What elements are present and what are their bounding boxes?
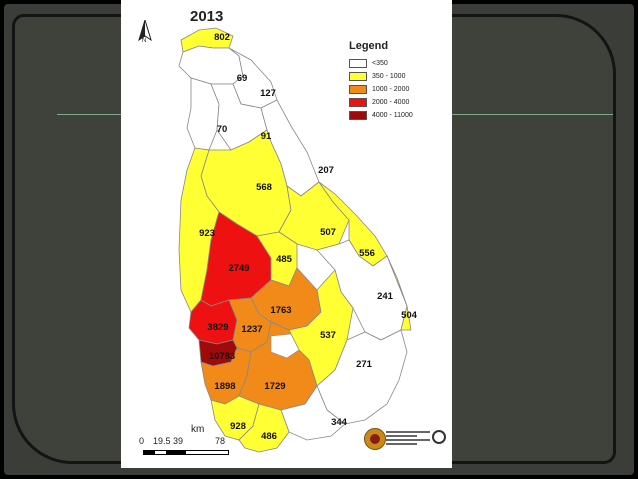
district-value-anuradhapura: 568 (256, 182, 272, 193)
district-map: 802 69 127 70 91 207 568 923 507 556 2749 485 241 504… (178, 27, 418, 453)
legend-item: 4000 - 11000 (349, 109, 445, 121)
legend-swatch (349, 97, 367, 107)
legend-label: 350 - 1000 (372, 72, 406, 80)
district-value-colombo: 10783 (209, 351, 235, 362)
district-value-kilinochchi: 69 (237, 73, 248, 84)
district-value-hambantota: 344 (331, 417, 348, 428)
legend-item: 350 - 1000 (349, 70, 445, 82)
district-value-kurunegala: 2749 (228, 263, 249, 274)
institution-logos (364, 428, 446, 456)
district-value-matara: 486 (261, 431, 277, 442)
district-matara (238, 403, 290, 453)
district-value-kalutara: 1898 (214, 381, 235, 392)
district-value-batticaloa: 556 (359, 248, 375, 259)
legend-item: 1000 - 2000 (349, 83, 445, 95)
scale-tick: 0 (139, 436, 145, 446)
emblem-icon (432, 430, 446, 444)
scale-tick: 78 (215, 436, 226, 446)
district-ampara-coast (386, 255, 412, 331)
district-value-ratnapura: 1729 (264, 381, 285, 392)
scale-tick: 19.5 39 (153, 436, 184, 446)
scale-bar: km 0 19.5 39 78 (139, 424, 259, 464)
legend-swatch (349, 71, 367, 81)
legend: Legend <350 350 - 1000 1000 - 2000 2000 … (349, 40, 445, 122)
map-figure: 802 69 127 70 91 207 568 923 507 556 2749 485 241 504… (121, 0, 452, 468)
district-value-kandy: 1763 (270, 305, 291, 316)
district-value-jaffna: 802 (214, 32, 230, 43)
legend-item: <350 (349, 57, 445, 69)
scale-bar-graphic (143, 450, 229, 455)
legend-label: <350 (372, 59, 388, 67)
district-value-ampara_coast: 504 (401, 310, 418, 321)
national-seal-icon (364, 428, 386, 450)
scale-unit: km (191, 424, 205, 435)
district-value-gampaha: 3829 (207, 322, 228, 333)
district-value-polonnaruwa: 507 (320, 227, 336, 238)
district-value-monaragala: 271 (356, 359, 373, 370)
district-value-mullaitivu: 127 (260, 88, 276, 99)
legend-item: 2000 - 4000 (349, 96, 445, 108)
district-value-trincomalee: 207 (318, 165, 334, 176)
district-value-matale: 485 (276, 254, 293, 265)
district-value-vavuniya: 91 (261, 131, 272, 142)
district-value-mannar: 70 (217, 124, 228, 135)
legend-swatch (349, 84, 367, 94)
legend-label: 2000 - 4000 (372, 98, 410, 106)
central-white-area (270, 333, 300, 359)
legend-swatch (349, 110, 367, 120)
legend-title: Legend (349, 40, 389, 52)
district-value-kegalle: 1237 (241, 324, 262, 335)
institution-name-graphic (386, 431, 430, 447)
district-value-puttalam: 923 (199, 228, 215, 239)
north-letter: N (142, 38, 147, 44)
map-title: 2013 (190, 8, 224, 25)
legend-label: 4000 - 11000 (372, 111, 413, 119)
district-value-galle: 928 (230, 421, 246, 432)
legend-swatch (349, 58, 367, 68)
district-value-badulla: 537 (320, 330, 336, 341)
district-value-ampara: 241 (377, 291, 394, 302)
legend-label: 1000 - 2000 (372, 85, 410, 93)
north-arrow-icon (138, 20, 152, 42)
